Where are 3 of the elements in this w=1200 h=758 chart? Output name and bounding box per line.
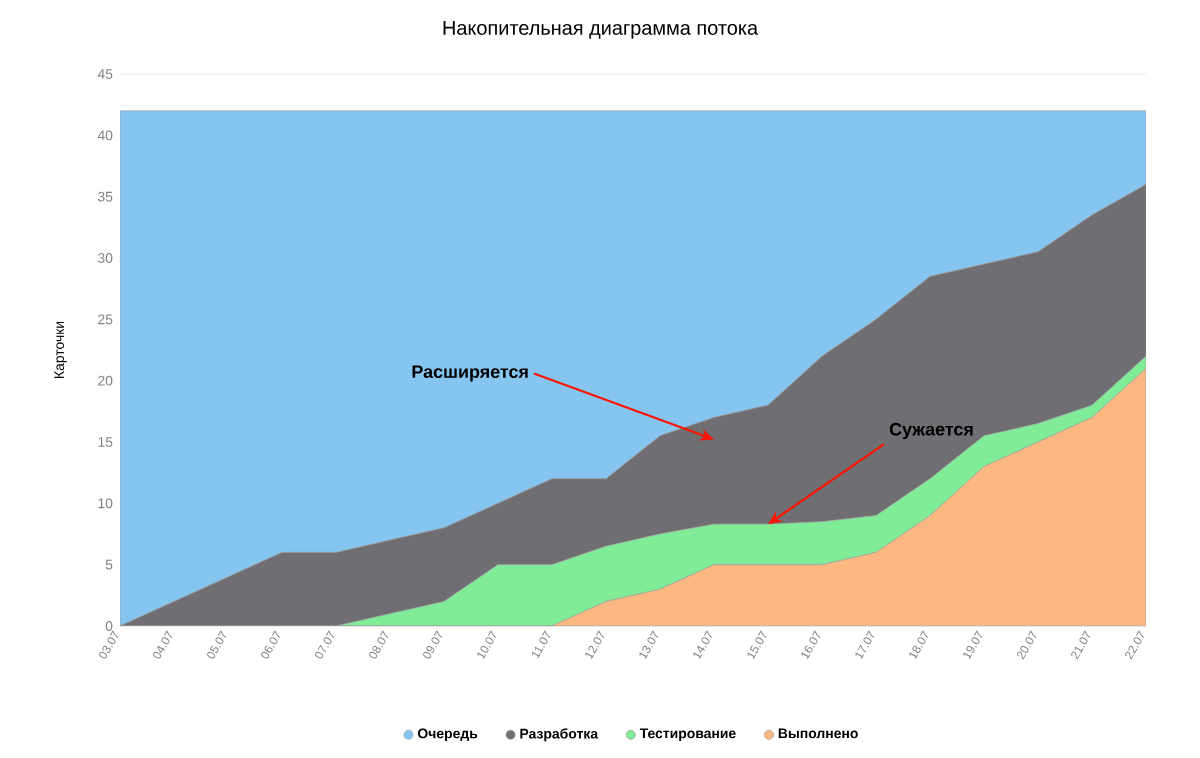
annotation: Сужается bbox=[889, 422, 973, 440]
annotation: Расширяется bbox=[412, 365, 528, 382]
chart-title: Накопительная диаграмма потока bbox=[443, 21, 759, 39]
